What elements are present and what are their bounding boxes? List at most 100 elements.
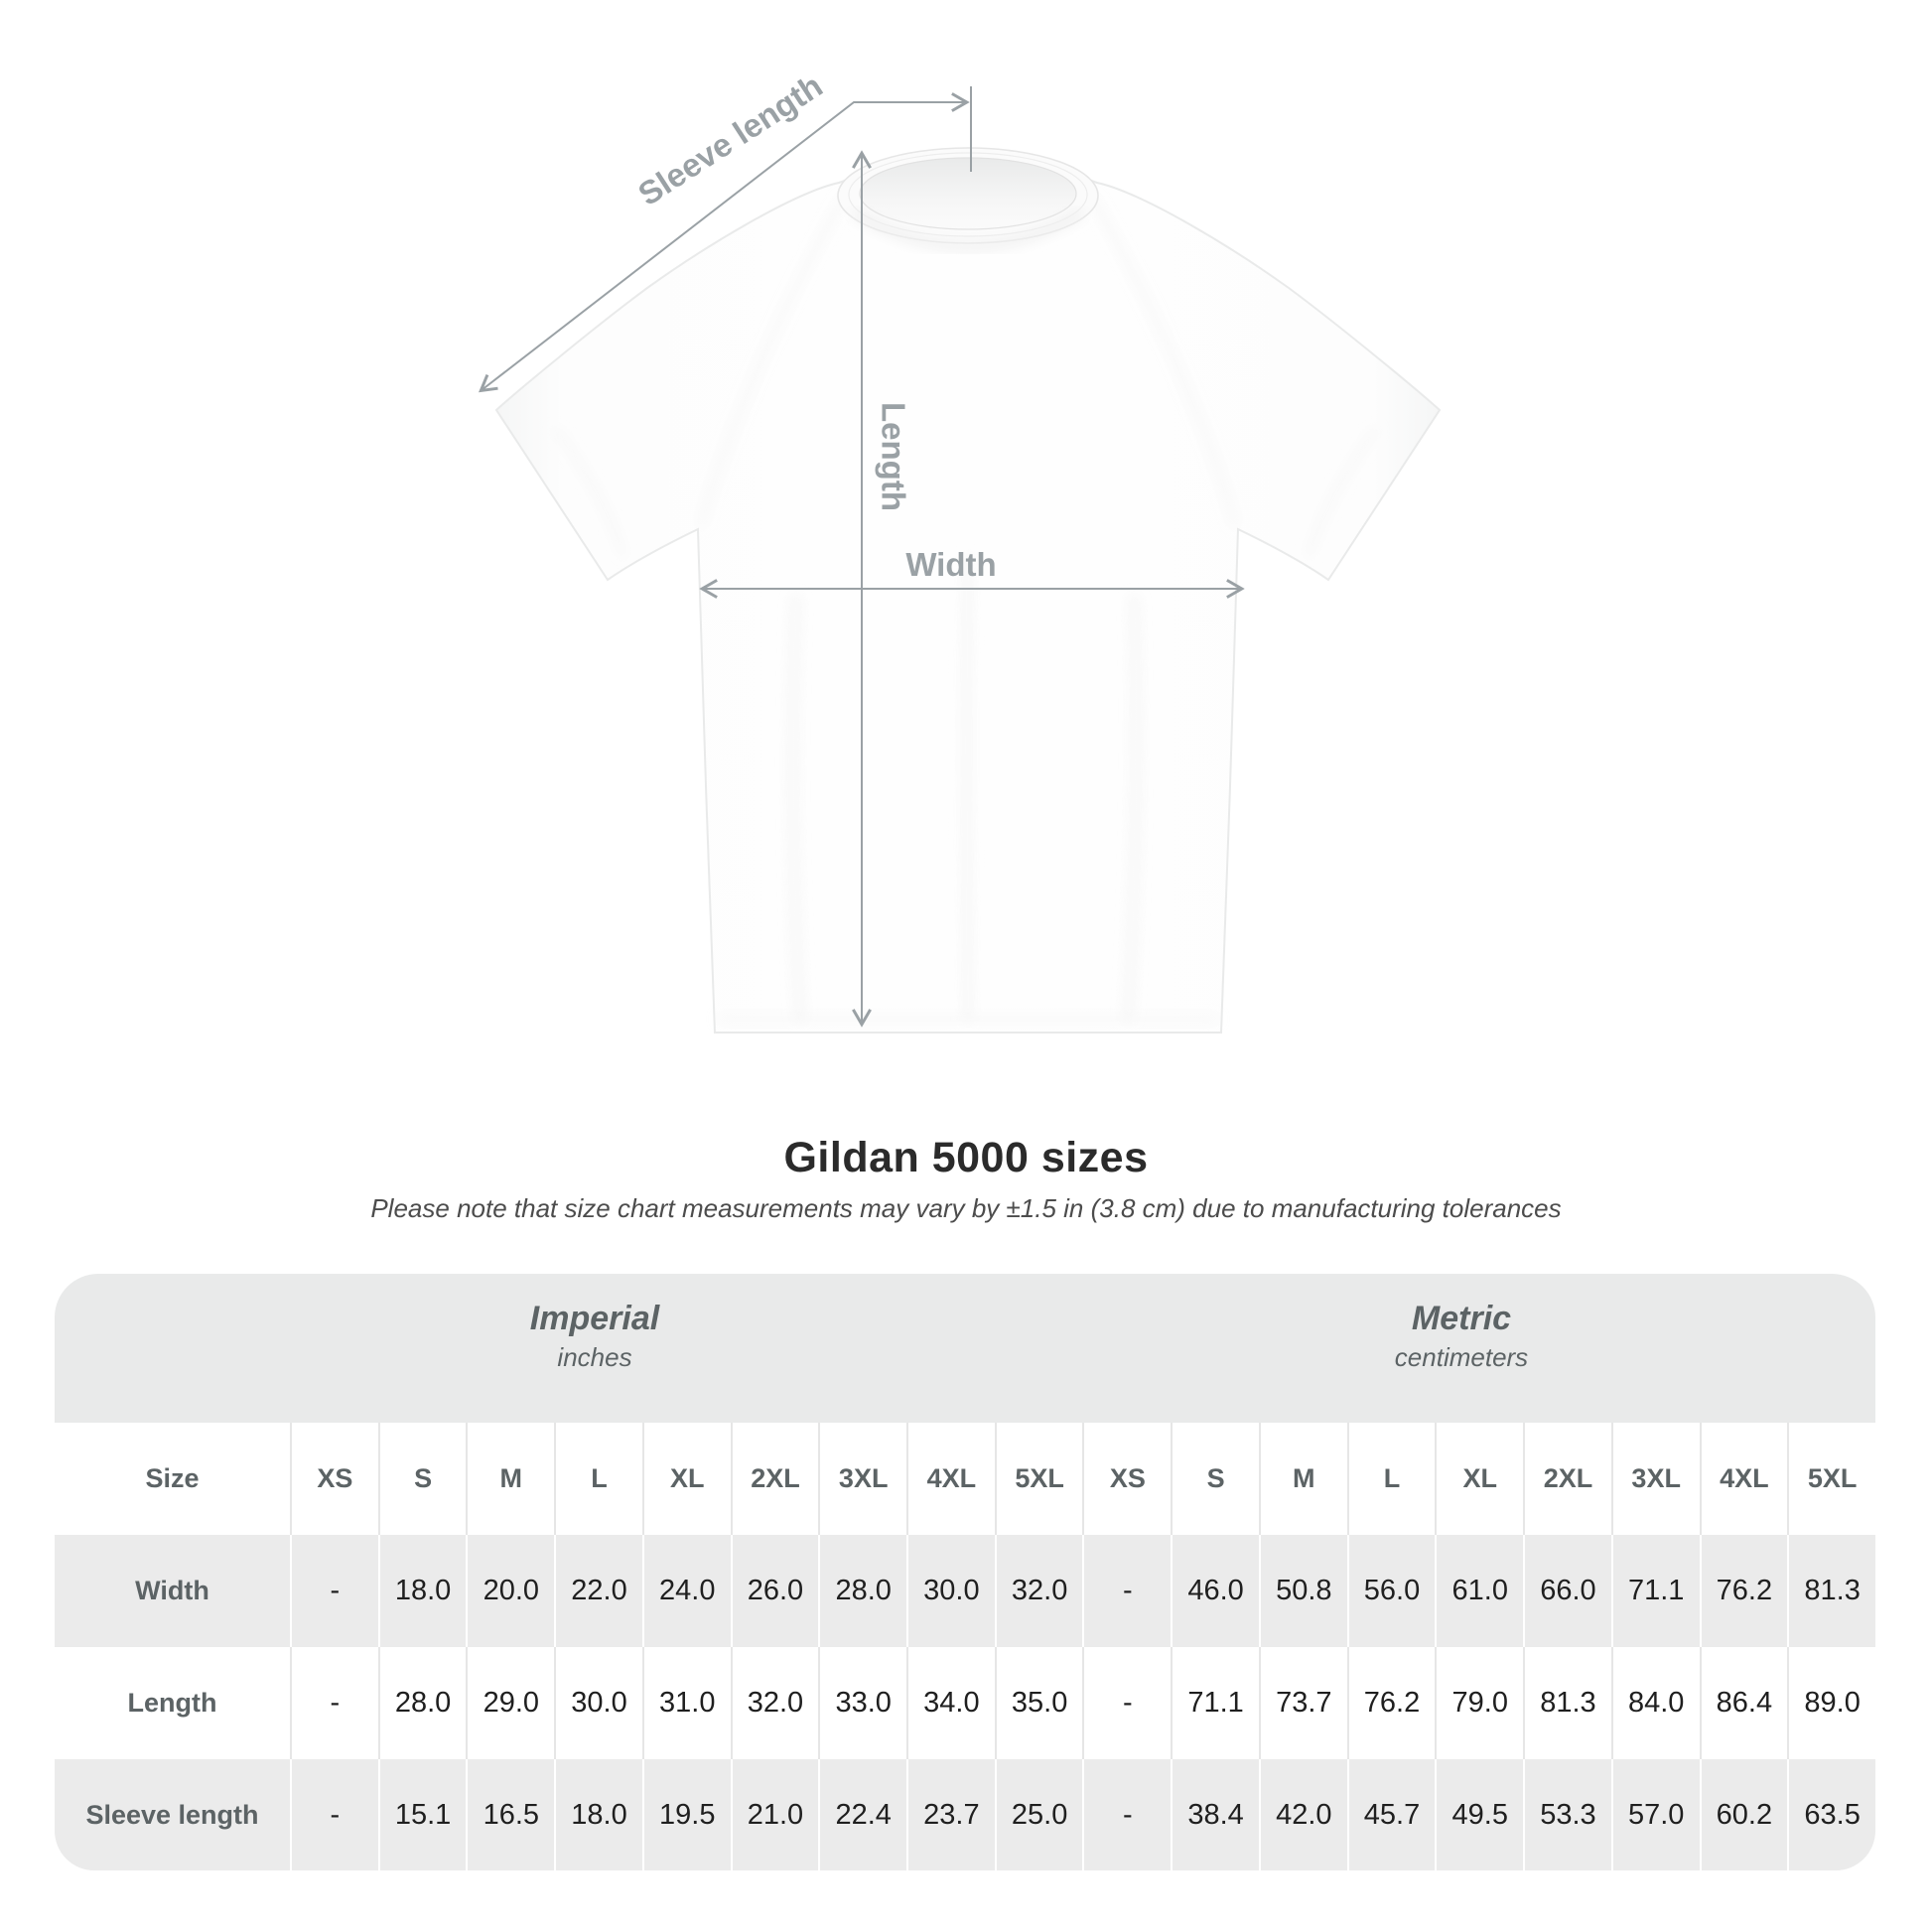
sleeve-length-label: Sleeve length <box>631 67 829 212</box>
value-cell: 71.1 <box>1171 1647 1259 1759</box>
value-cell: - <box>1082 1535 1171 1647</box>
value-cell: - <box>290 1535 378 1647</box>
metric-unit-label: centimeters <box>1394 1342 1529 1372</box>
size-column-header: Size <box>145 1463 200 1493</box>
value-cell: 86.4 <box>1699 1647 1788 1759</box>
imperial-section-header: Imperial inches <box>530 1298 659 1375</box>
value-cell: 89.0 <box>1787 1647 1875 1759</box>
tshirt-measurement-diagram: Sleeve length Length Width <box>479 67 1442 1034</box>
page-title: Gildan 5000 sizes <box>783 1134 1149 1181</box>
value-cell: 30.0 <box>554 1647 642 1759</box>
value-cell: 22.4 <box>818 1759 906 1870</box>
value-cell: 50.8 <box>1258 1535 1347 1647</box>
value-cell: 56.0 <box>1346 1535 1436 1647</box>
value-cell: 66.0 <box>1523 1535 1611 1647</box>
value-cell: - <box>1082 1759 1171 1870</box>
value-cell: 71.1 <box>1610 1535 1700 1647</box>
value-cell: 26.0 <box>730 1535 819 1647</box>
value-cell: 49.5 <box>1435 1759 1523 1870</box>
value-cell: 22.0 <box>554 1535 642 1647</box>
value-cell: 81.3 <box>1523 1647 1611 1759</box>
value-cell: 31.0 <box>641 1647 731 1759</box>
value-cell: 34.0 <box>906 1647 995 1759</box>
size-header-metric-4xl: 4XL <box>1699 1423 1788 1535</box>
value-cell: 15.1 <box>377 1759 467 1870</box>
value-cell: 61.0 <box>1435 1535 1523 1647</box>
size-header-metric-m: M <box>1258 1423 1347 1535</box>
size-header-imperial-xs: XS <box>290 1423 378 1535</box>
value-cell: 19.5 <box>641 1759 731 1870</box>
row-label: Length <box>127 1688 217 1718</box>
value-cell: 16.5 <box>466 1759 554 1870</box>
value-cell: 63.5 <box>1787 1759 1875 1870</box>
value-cell: 45.7 <box>1346 1759 1436 1870</box>
value-cell: 38.4 <box>1171 1759 1259 1870</box>
value-cell: 33.0 <box>818 1647 906 1759</box>
value-cell: 28.0 <box>377 1647 467 1759</box>
metric-label: Metric <box>1411 1300 1512 1337</box>
size-header-imperial-xl: XL <box>641 1423 731 1535</box>
value-cell: 79.0 <box>1435 1647 1523 1759</box>
length-label: Length <box>875 402 911 511</box>
value-cell: 60.2 <box>1699 1759 1788 1870</box>
size-header-metric-xl: XL <box>1435 1423 1523 1535</box>
value-cell: 18.0 <box>377 1535 467 1647</box>
metric-section-header: Metric centimeters <box>1395 1298 1528 1375</box>
sleeve-length-arrow <box>479 92 970 393</box>
value-cell: - <box>290 1759 378 1870</box>
value-cell: 23.7 <box>906 1759 995 1870</box>
tshirt-wrinkles <box>788 555 1141 1022</box>
row-label: Sleeve length <box>85 1799 259 1830</box>
size-header-metric-5xl: 5XL <box>1787 1423 1875 1535</box>
value-cell: 84.0 <box>1610 1647 1700 1759</box>
value-cell: 20.0 <box>466 1535 554 1647</box>
value-cell: 25.0 <box>994 1759 1083 1870</box>
value-cell: 53.3 <box>1523 1759 1611 1870</box>
size-header-imperial-5xl: 5XL <box>994 1423 1083 1535</box>
table-row-width: Width -18.0 20.0 22.0 24.0 26.0 28.0 30.0 32.0-4… <box>55 1535 1875 1647</box>
size-header-metric-3xl: 3XL <box>1610 1423 1700 1535</box>
value-cell: 32.0 <box>730 1647 819 1759</box>
row-label: Width <box>135 1576 209 1605</box>
table-row-sleeve-length: Sleeve length -15.1 16.5 18.0 19.5 21.0 22.4 23… <box>55 1759 1875 1870</box>
size-header-metric-xs: XS <box>1082 1423 1171 1535</box>
value-cell: 81.3 <box>1787 1535 1875 1647</box>
value-cell: 35.0 <box>994 1647 1083 1759</box>
value-cell: 46.0 <box>1171 1535 1259 1647</box>
value-cell: 28.0 <box>818 1535 906 1647</box>
size-header-imperial-s: S <box>377 1423 467 1535</box>
size-header-imperial-m: M <box>466 1423 554 1535</box>
value-cell: 76.2 <box>1346 1647 1436 1759</box>
value-cell: 73.7 <box>1258 1647 1347 1759</box>
tshirt-illustration <box>494 147 1442 1034</box>
value-cell: 29.0 <box>466 1647 554 1759</box>
measurement-arrows <box>479 86 1245 1028</box>
size-table: Imperial inches Metric centimeters Size X… <box>55 1274 1875 1870</box>
size-header-imperial-2xl: 2XL <box>730 1423 819 1535</box>
value-cell: 32.0 <box>994 1535 1083 1647</box>
value-cell: - <box>290 1647 378 1759</box>
size-header-imperial-3xl: 3XL <box>818 1423 906 1535</box>
width-label: Width <box>905 546 996 583</box>
imperial-label: Imperial <box>529 1300 660 1337</box>
value-cell: 18.0 <box>554 1759 642 1870</box>
value-cell: 21.0 <box>730 1759 819 1870</box>
size-header-imperial-l: L <box>554 1423 642 1535</box>
size-header-metric-2xl: 2XL <box>1523 1423 1611 1535</box>
table-rows: Size XS S M L XL 2XL 3XL 4XL 5XL XS S M L XL 2XL 3XL 4XL 5… <box>55 1423 1875 1870</box>
tolerance-note: Please note that size chart measurements… <box>370 1193 1562 1223</box>
table-row-length: Length -28.0 29.0 30.0 31.0 32.0 33.0 34.0 35.0-… <box>55 1647 1875 1759</box>
size-header-metric-l: L <box>1346 1423 1436 1535</box>
table-header-band: Imperial inches Metric centimeters <box>55 1274 1875 1423</box>
value-cell: 30.0 <box>906 1535 995 1647</box>
value-cell: 57.0 <box>1610 1759 1700 1870</box>
size-header-imperial-4xl: 4XL <box>906 1423 995 1535</box>
size-header-metric-s: S <box>1171 1423 1259 1535</box>
value-cell: 76.2 <box>1699 1535 1788 1647</box>
imperial-unit-label: inches <box>557 1342 632 1372</box>
value-cell: - <box>1082 1647 1171 1759</box>
value-cell: 24.0 <box>641 1535 731 1647</box>
table-size-header-row: Size XS S M L XL 2XL 3XL 4XL 5XL XS S M L XL 2XL 3XL 4XL 5… <box>55 1423 1875 1535</box>
value-cell: 42.0 <box>1258 1759 1347 1870</box>
